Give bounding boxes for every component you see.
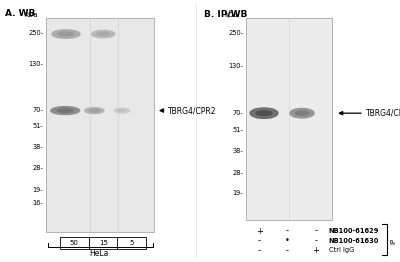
Ellipse shape [290, 108, 314, 118]
Text: TBRG4/CPR2: TBRG4/CPR2 [168, 106, 216, 115]
Text: 51-: 51- [232, 127, 243, 133]
Text: -: - [286, 227, 289, 236]
Ellipse shape [295, 111, 309, 115]
Ellipse shape [97, 32, 110, 36]
Ellipse shape [89, 109, 100, 112]
Ellipse shape [57, 109, 73, 112]
Text: HeLa: HeLa [90, 249, 109, 258]
Text: 130-: 130- [228, 63, 243, 68]
Text: +: + [312, 246, 320, 255]
FancyBboxPatch shape [117, 237, 146, 249]
Text: kDa: kDa [24, 12, 38, 18]
Text: -: - [314, 227, 318, 236]
Text: -: - [258, 246, 261, 255]
Text: 28-: 28- [32, 165, 43, 171]
Text: NB100-61630: NB100-61630 [329, 238, 379, 243]
Text: 15: 15 [99, 240, 108, 246]
Text: +: + [256, 227, 263, 236]
Text: kDa: kDa [225, 12, 238, 18]
Text: 130-: 130- [28, 61, 43, 67]
Text: NB100-61629: NB100-61629 [329, 228, 379, 234]
Text: -: - [286, 246, 289, 255]
Text: •: • [285, 236, 290, 245]
Ellipse shape [52, 30, 80, 38]
Text: 19-: 19- [32, 187, 43, 193]
Ellipse shape [85, 108, 104, 113]
Text: 51-: 51- [32, 123, 43, 129]
Text: 50: 50 [70, 240, 79, 246]
Text: 38-: 38- [32, 144, 43, 150]
Text: 70-: 70- [32, 107, 43, 113]
Text: 70-: 70- [232, 110, 243, 116]
Ellipse shape [51, 107, 80, 114]
Text: 250-: 250- [28, 30, 43, 36]
Ellipse shape [58, 32, 74, 36]
Text: 19-: 19- [232, 190, 243, 196]
Text: IP: IP [390, 237, 396, 244]
Text: 250-: 250- [228, 30, 243, 36]
FancyBboxPatch shape [89, 237, 118, 249]
Text: -: - [314, 236, 318, 245]
Text: 28-: 28- [232, 170, 243, 176]
Text: TBRG4/CPR2: TBRG4/CPR2 [366, 109, 400, 118]
Text: 16-: 16- [32, 200, 43, 206]
Text: Ctrl IgG: Ctrl IgG [329, 247, 354, 253]
Text: -: - [258, 236, 261, 245]
Ellipse shape [114, 108, 130, 113]
FancyBboxPatch shape [60, 237, 89, 249]
Text: 38-: 38- [232, 148, 243, 154]
Ellipse shape [256, 111, 272, 116]
Ellipse shape [250, 108, 278, 118]
Text: A. WB: A. WB [5, 9, 36, 18]
FancyBboxPatch shape [246, 18, 332, 220]
Ellipse shape [118, 110, 126, 112]
Ellipse shape [92, 30, 115, 38]
Text: B. IP/WB: B. IP/WB [204, 9, 247, 18]
Text: 5: 5 [130, 240, 134, 246]
FancyBboxPatch shape [46, 18, 154, 232]
